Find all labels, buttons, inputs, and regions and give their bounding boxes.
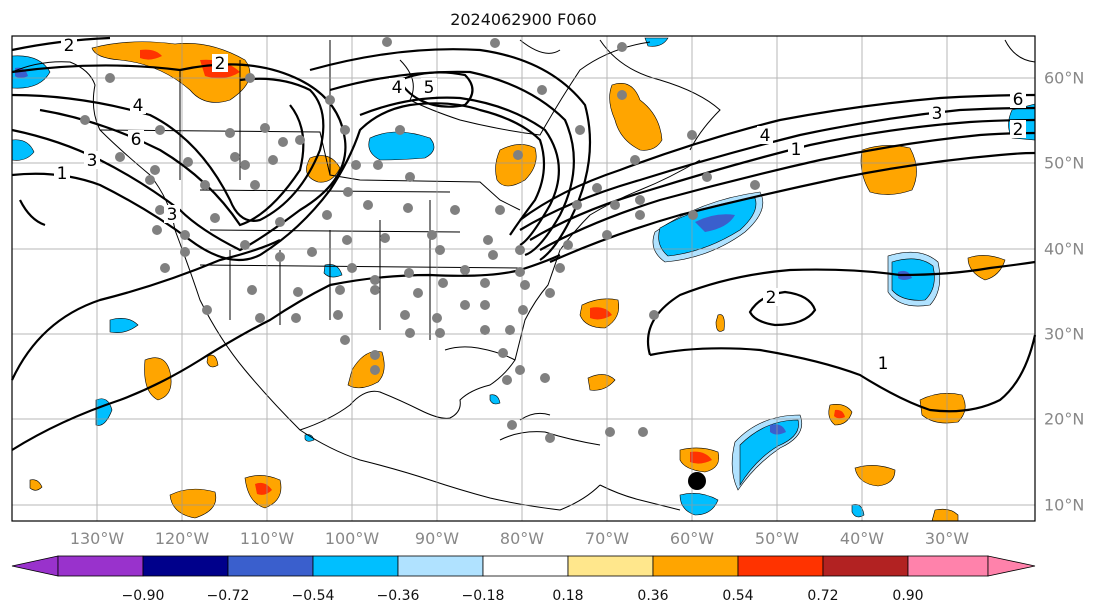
lon-tick-label: 90°W [414,529,460,548]
grid-lines [12,36,1035,521]
lat-tick-label: 10°N [1044,495,1085,515]
colorbar-segment [397,555,484,577]
lon-tick-label: 30°W [924,529,970,548]
map-title: 2024062900 F060 [450,10,597,29]
lat-tick-label: 50°N [1044,153,1085,173]
contour-label: 5 [424,78,435,98]
colorbar-segment [57,555,144,577]
lon-tick-label: 40°W [839,529,885,548]
colorbar-segment [822,555,909,577]
lon-tick-label: 60°W [669,529,715,548]
colorbar-tick-label: 0.72 [807,588,839,604]
colorbar [11,555,1036,577]
contour-label: 6 [131,130,142,150]
colorbar-tick-label: 0.36 [637,588,669,604]
contour-label: 2 [64,36,75,56]
lat-tick-label: 60°N [1044,68,1085,88]
colorbar-segment [907,555,989,577]
colorbar-segment [312,555,399,577]
map-frame [11,35,1036,522]
lon-tick-label: 70°W [584,529,630,548]
lon-tick-label: 120°W [154,529,210,548]
colorbar-tick-label: −0.90 [121,588,165,604]
lat-tick-label: 30°N [1044,324,1085,344]
colorbar-segment [652,555,739,577]
contour-label: 4 [760,126,771,146]
contour-label: 3 [87,151,98,171]
contour-label: 2 [766,288,777,308]
colorbar-segment [737,555,824,577]
lat-tick-label: 40°N [1044,239,1085,259]
map-background [12,36,1035,521]
colorbar-segment [227,555,314,577]
colorbar-segment [567,555,654,577]
contour-label: 3 [932,104,943,124]
lon-tick-label: 100°W [324,529,380,548]
center-marker [688,472,706,490]
contour-lines [11,36,1037,451]
colorbar-tick-label: −0.72 [206,588,250,604]
lon-tick-label: 80°W [499,529,545,548]
contour-label: 1 [878,354,889,374]
contour-label: 4 [392,78,403,98]
colorbar-tick-label: 0.18 [552,588,584,604]
station-markers [80,37,760,443]
lon-tick-label: 110°W [239,529,295,548]
shaded-anomalies [11,37,1036,522]
colorbar-tick-label: −0.54 [291,588,335,604]
contour-label: 4 [133,96,144,116]
colorbar-tick-label: −0.18 [461,588,505,604]
colorbar-tick-label: −0.36 [376,588,420,604]
colorbar-tick-label: 0.90 [892,588,924,604]
contour-label: 2 [215,54,226,74]
lat-tick-label: 20°N [1044,409,1085,429]
contour-label: 2 [1013,120,1024,140]
land-outlines [11,39,1036,511]
colorbar-under-arrow [11,555,59,577]
contour-label: 1 [791,140,802,160]
contour-label: 1 [57,164,68,184]
contour-label-group: 2 2 4 6 3 1 3 4 5 4 6 3 2 1 2 1 [54,36,1026,374]
lon-tick-label: 50°W [754,529,800,548]
colorbar-over-arrow [987,555,1036,577]
colorbar-segment [482,555,569,577]
contour-label: 6 [1013,90,1024,110]
lon-tick-label: 130°W [69,529,125,548]
colorbar-segment [142,555,229,577]
contour-label: 3 [167,205,178,225]
colorbar-tick-label: 0.54 [722,588,754,604]
